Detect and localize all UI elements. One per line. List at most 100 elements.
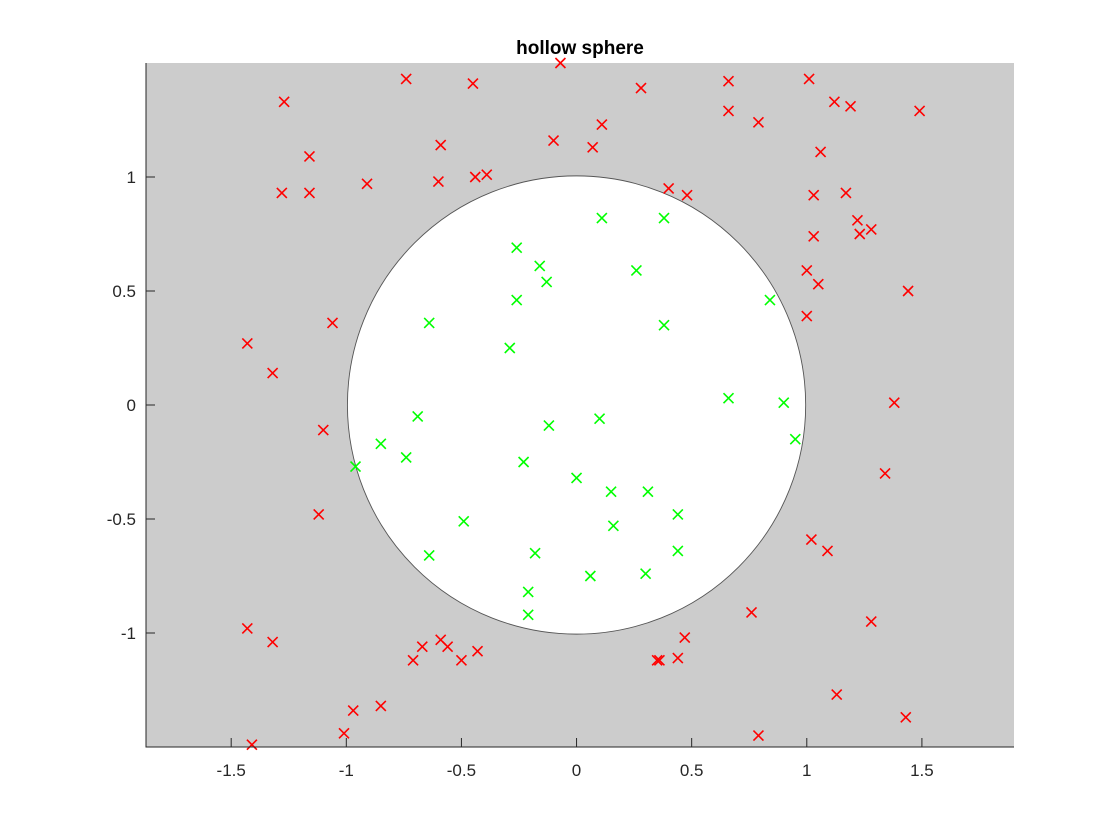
y-tick-label: -1 (121, 624, 136, 643)
data-point (851, 214, 864, 226)
data-point (640, 568, 652, 580)
data-point (303, 150, 316, 163)
data-point (467, 77, 479, 90)
data-point (471, 645, 484, 657)
data-point (801, 264, 813, 277)
data-point (672, 652, 684, 664)
data-point (828, 96, 840, 108)
data-point (803, 73, 815, 85)
data-point (584, 570, 596, 582)
data-point (722, 392, 735, 404)
data-point (651, 654, 663, 666)
data-point (511, 242, 523, 254)
x-tick-label: 0.5 (680, 761, 704, 780)
data-point (570, 472, 583, 484)
data-point (534, 260, 546, 272)
data-point (805, 533, 817, 546)
x-tick-label: 1.5 (910, 761, 934, 780)
data-point (594, 413, 606, 425)
data-point (347, 704, 359, 717)
data-point (752, 116, 765, 128)
data-point (679, 631, 691, 644)
x-tick-label: -1 (339, 761, 354, 780)
data-point (635, 82, 647, 94)
data-point (888, 397, 900, 409)
data-point (241, 622, 253, 635)
data-point (416, 641, 428, 653)
data-point (630, 264, 642, 277)
data-point (722, 75, 735, 87)
data-point (808, 189, 820, 201)
data-point (541, 276, 553, 288)
data-point (547, 134, 560, 147)
data-point (412, 410, 424, 422)
y-tick-label: 0 (127, 396, 136, 415)
data-point (808, 230, 820, 242)
data-point (596, 212, 608, 224)
data-point (764, 294, 776, 306)
data-point (317, 424, 329, 436)
data-point (481, 169, 493, 181)
data-point (435, 139, 447, 151)
data-point (854, 228, 866, 240)
data-point (504, 342, 516, 354)
data-point (812, 278, 824, 290)
data-point (642, 486, 654, 498)
data-point (605, 486, 617, 498)
data-point (831, 688, 843, 701)
data-point (407, 654, 419, 666)
data-point (423, 549, 435, 562)
data-point (511, 294, 523, 306)
data-point (607, 520, 619, 532)
y-axis: -1 -0.5 0 0.5 1 (107, 168, 155, 643)
data-point (338, 727, 350, 739)
data-point (469, 171, 481, 183)
data-point (267, 367, 279, 379)
x-tick-label: -0.5 (447, 761, 476, 780)
data-point (361, 178, 373, 190)
data-point (801, 310, 813, 322)
data-point (349, 460, 362, 473)
plot-area: -1.5 -1 -0.5 0 0.5 1 1.5 -1 -0.5 0 0.5 1 (107, 57, 1014, 780)
data-point (658, 212, 670, 224)
data-markers (241, 57, 926, 751)
data-point (278, 96, 290, 108)
data-point (902, 285, 914, 297)
data-point (241, 337, 253, 350)
data-point (672, 508, 684, 521)
data-point (722, 105, 735, 117)
data-point (529, 547, 541, 559)
data-point (267, 636, 279, 648)
data-point (554, 57, 566, 69)
x-tick-label: 0 (572, 761, 581, 780)
data-point (745, 606, 758, 619)
data-point (658, 319, 670, 331)
data-point (879, 467, 891, 479)
data-point (821, 545, 834, 557)
data-point (375, 438, 387, 450)
data-point (522, 609, 534, 621)
data-point (900, 711, 912, 723)
data-point (432, 175, 444, 188)
data-point (276, 187, 288, 199)
data-point (326, 317, 339, 329)
data-point (400, 451, 412, 464)
data-point (303, 187, 316, 199)
y-tick-label: -0.5 (107, 510, 136, 529)
data-point (865, 223, 877, 236)
data-point (522, 586, 534, 598)
data-point (442, 641, 454, 653)
data-point (681, 189, 693, 201)
y-tick-label: 1 (127, 168, 136, 187)
data-point (458, 515, 470, 527)
x-axis: -1.5 -1 -0.5 0 0.5 1 1.5 (217, 738, 934, 780)
data-point (518, 456, 530, 468)
data-point (815, 146, 827, 158)
data-point (543, 419, 555, 432)
data-point (400, 73, 412, 85)
data-point (587, 141, 599, 153)
data-point (663, 182, 675, 194)
data-point (313, 508, 325, 521)
data-point (789, 433, 801, 445)
